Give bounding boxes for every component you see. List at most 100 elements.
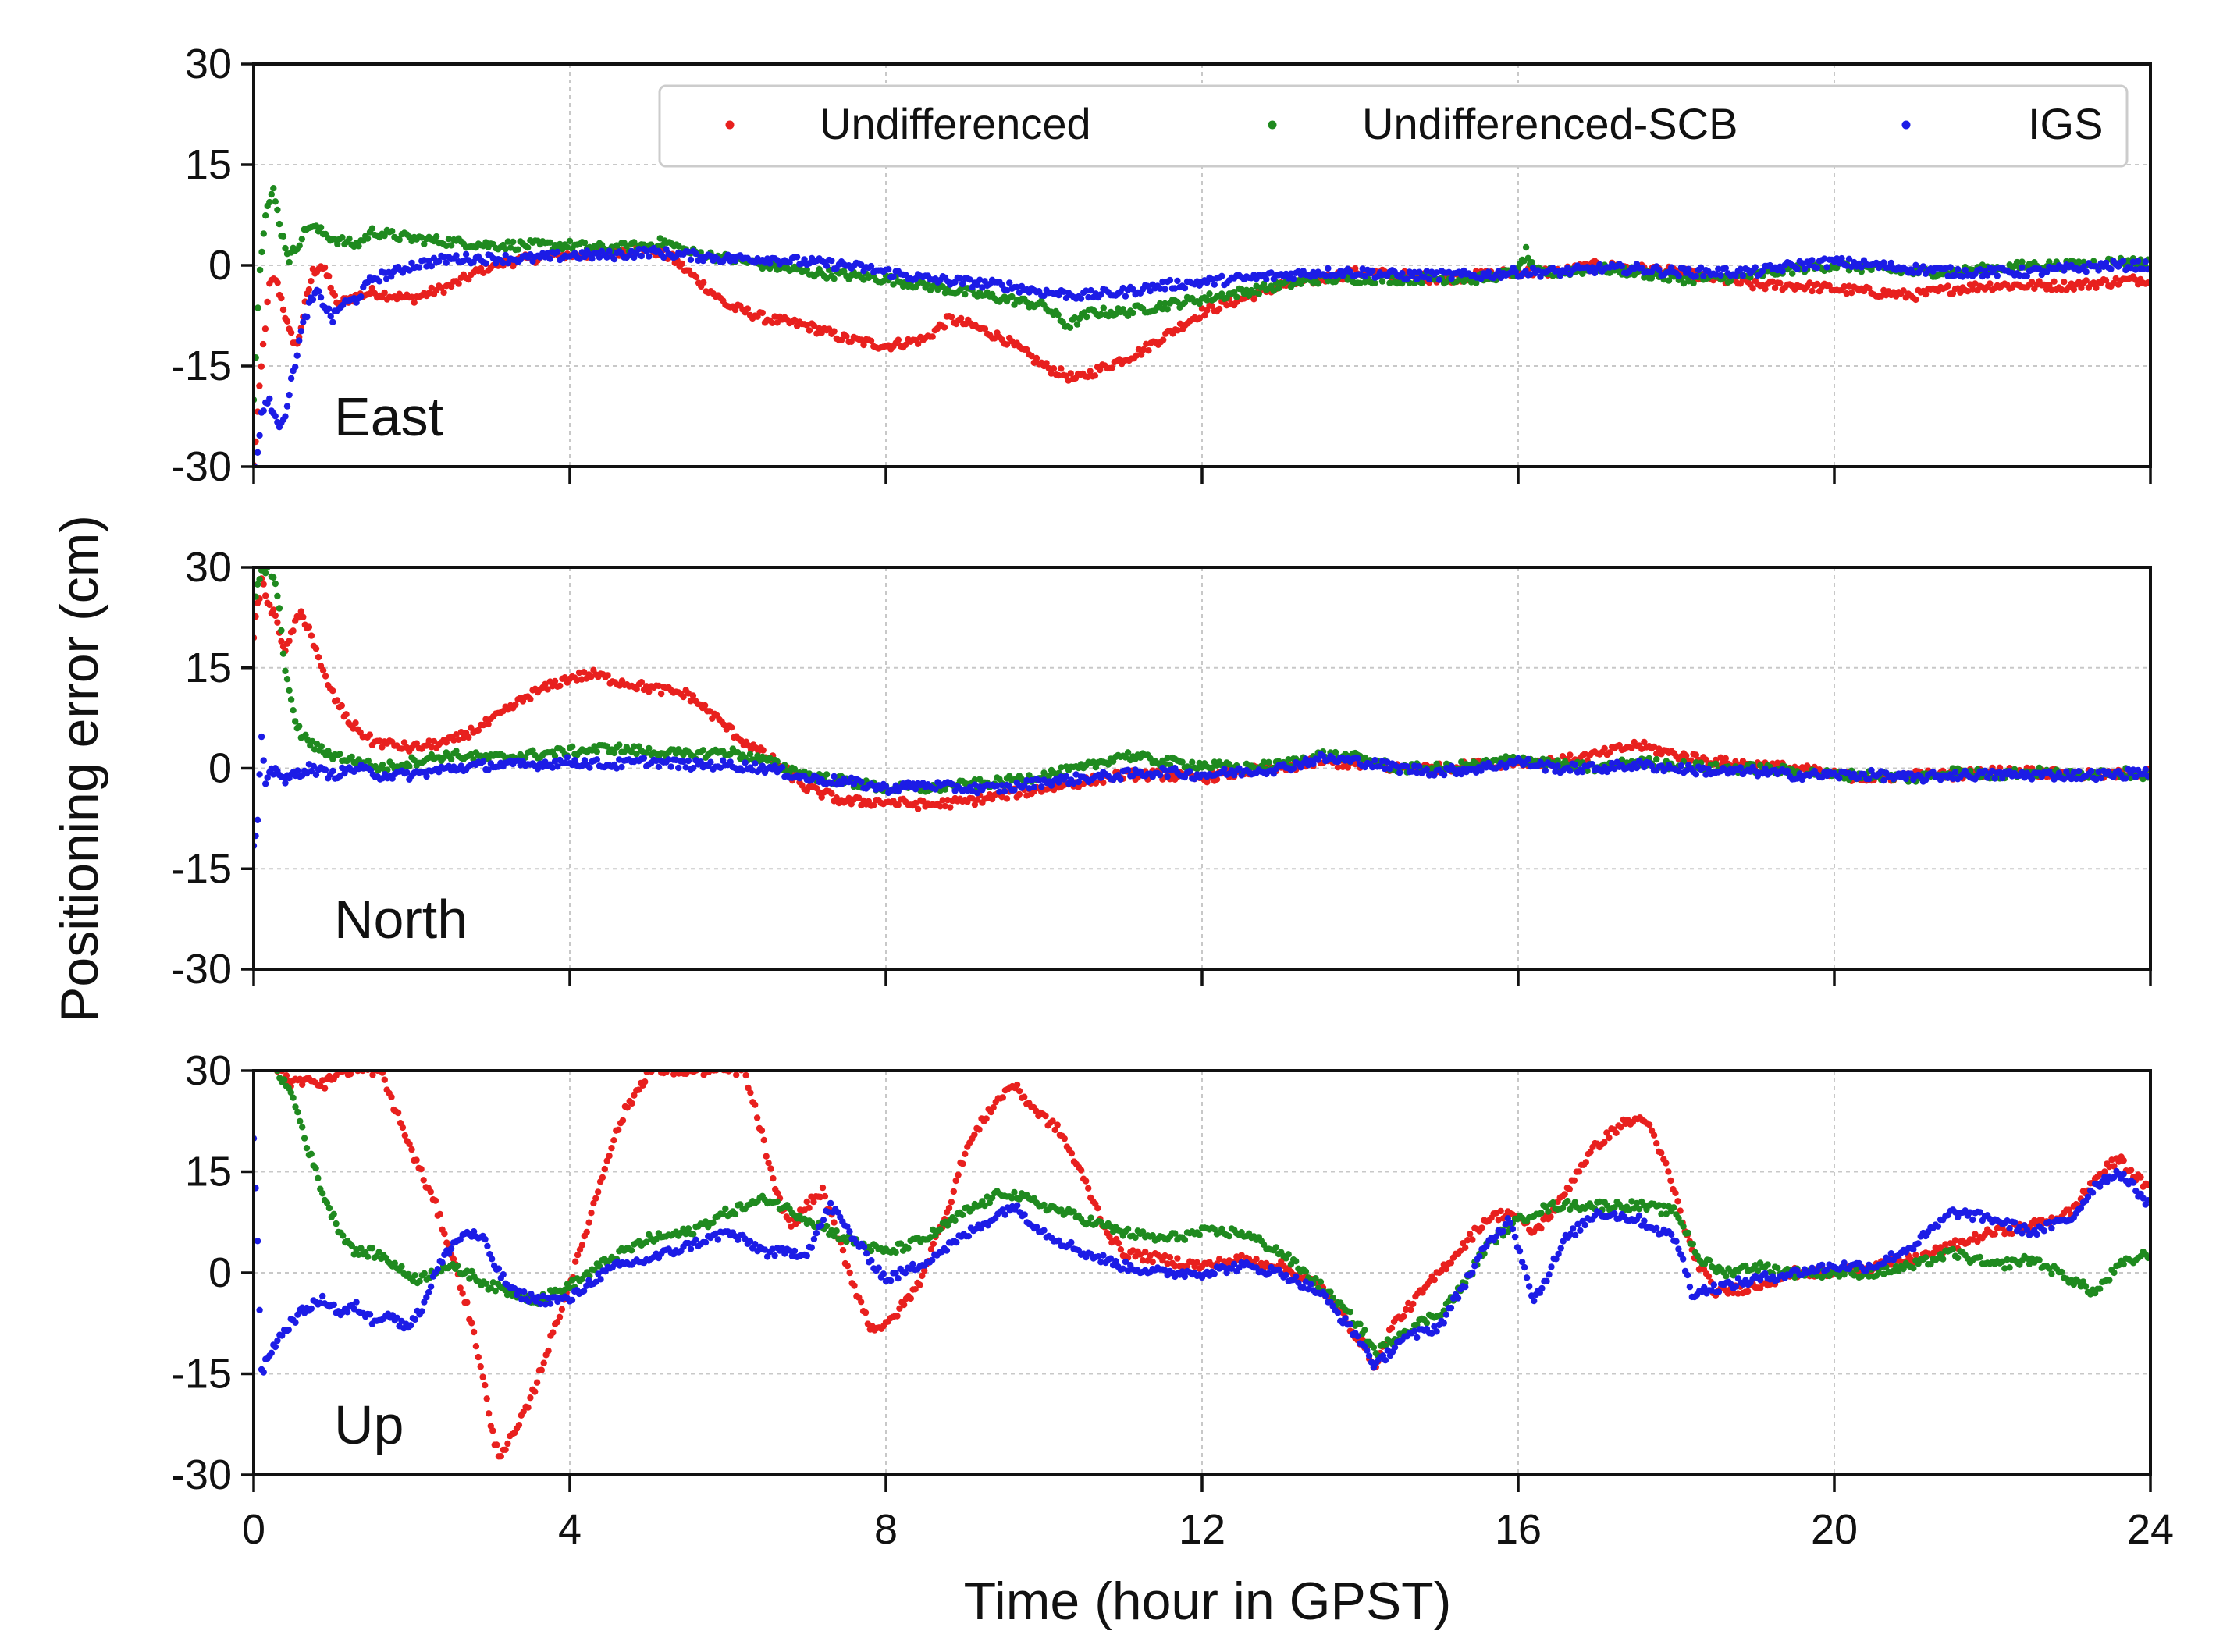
data-point [346, 235, 353, 243]
data-point [1722, 755, 1729, 762]
data-point [758, 1127, 766, 1134]
data-point [1361, 272, 1369, 280]
data-point [1408, 768, 1416, 775]
data-point [994, 782, 1001, 789]
data-point [593, 748, 600, 755]
data-point [763, 1153, 770, 1160]
data-point [1458, 770, 1465, 778]
data-point [596, 254, 603, 261]
data-point [1779, 268, 1786, 275]
data-point [828, 780, 835, 787]
panel-data [254, 567, 2150, 850]
data-point [489, 254, 497, 262]
data-point [700, 279, 707, 286]
data-point [638, 252, 645, 260]
data-point [699, 747, 707, 754]
data-point [1951, 272, 1959, 279]
data-point [1092, 764, 1100, 771]
data-point [561, 674, 568, 681]
data-point [300, 318, 307, 325]
data-point [1287, 270, 1295, 277]
data-point [440, 289, 447, 297]
data-point [578, 1242, 586, 1249]
data-point [368, 225, 376, 232]
data-point [1140, 346, 1147, 353]
data-point [296, 337, 303, 344]
data-point [1386, 765, 1393, 773]
data-point [453, 731, 460, 738]
data-point [1421, 274, 1428, 281]
data-point [1999, 774, 2006, 782]
data-point [1211, 281, 1218, 288]
data-point [527, 251, 534, 258]
data-point [813, 271, 820, 278]
data-point [733, 1071, 740, 1078]
data-point [1584, 767, 1591, 774]
data-point [1403, 763, 1410, 770]
data-point [599, 1174, 606, 1181]
data-point [833, 794, 840, 801]
data-point [728, 724, 735, 731]
data-point [445, 236, 453, 243]
data-point [2070, 286, 2078, 293]
data-point [675, 764, 682, 772]
data-point [1524, 254, 1531, 261]
data-point [2006, 768, 2013, 775]
data-point [272, 612, 279, 620]
data-point [1991, 775, 1998, 782]
data-point [576, 255, 583, 262]
data-point [890, 273, 897, 280]
data-point [831, 773, 838, 780]
data-point [266, 601, 273, 609]
data-point [418, 234, 425, 241]
y-tick-label: 30 [185, 544, 232, 591]
data-point [1675, 767, 1682, 775]
data-point [1813, 280, 1821, 288]
y-tick-label: 15 [185, 141, 232, 188]
data-point [2093, 284, 2100, 291]
data-point [420, 1177, 427, 1184]
data-point [981, 325, 989, 332]
data-point [1618, 262, 1626, 270]
data-point [2019, 769, 2026, 776]
data-point [1124, 312, 1132, 319]
data-point [1206, 290, 1213, 297]
data-point [428, 263, 435, 270]
data-point [621, 748, 628, 755]
data-point [895, 801, 902, 808]
data-point [279, 650, 287, 657]
data-point [321, 1085, 329, 1092]
data-point [1653, 755, 1660, 763]
data-point [2108, 265, 2115, 272]
data-point [885, 266, 892, 273]
data-point [1656, 266, 1663, 274]
data-point [1040, 292, 1048, 300]
data-point [551, 752, 559, 759]
data-point [1129, 286, 1136, 293]
data-point [482, 1381, 489, 1389]
data-point [343, 711, 350, 718]
data-point [1189, 758, 1196, 766]
data-point [477, 1363, 484, 1370]
data-point [406, 267, 413, 274]
data-point [791, 316, 799, 324]
data-point [1944, 282, 1951, 290]
data-point [793, 254, 801, 261]
data-point [771, 313, 778, 320]
data-point [1003, 286, 1011, 294]
data-point [459, 1290, 466, 1297]
data-point [1066, 324, 1074, 331]
data-point [2016, 272, 2023, 279]
data-point [1223, 302, 1230, 309]
data-point [322, 673, 329, 680]
data-point [1416, 763, 1423, 770]
data-point [603, 743, 610, 750]
data-point [1919, 263, 1927, 270]
data-point [1717, 754, 1724, 761]
data-point [919, 798, 927, 805]
data-point [256, 576, 263, 583]
data-point [375, 278, 383, 285]
data-point [1418, 279, 1425, 286]
